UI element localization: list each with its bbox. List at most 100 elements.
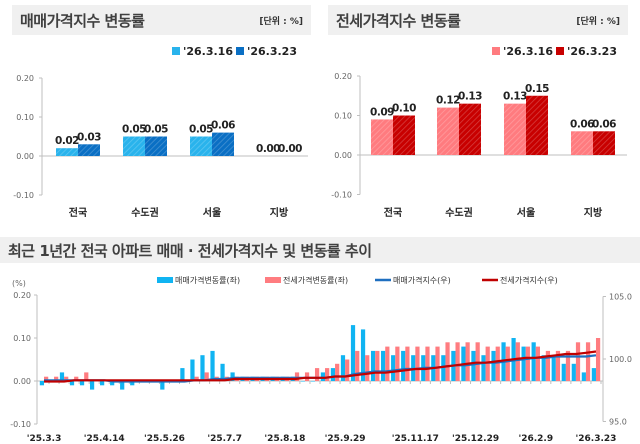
- jeonse-data-label: 0.10: [392, 103, 416, 115]
- trend-legend-label: 전세가격변동률(좌): [283, 275, 348, 285]
- sale-rate-bar: [210, 350, 215, 381]
- sale-rate-bar: [441, 355, 446, 381]
- jeonse-rate-bar: [465, 342, 470, 381]
- sale-rate-bar: [120, 381, 125, 390]
- sale-rate-bar: [340, 355, 346, 381]
- sale-rate-bar: [160, 381, 165, 390]
- x-tick-label: '26.2.9: [518, 434, 553, 444]
- jeonse-bar-hatch: [437, 107, 459, 155]
- jeonse-legend-swatch: [556, 47, 564, 55]
- jeonse-rate-bar: [325, 368, 330, 381]
- sale-category-label: 서울: [203, 206, 221, 219]
- trend-legend-swatch: [265, 277, 281, 283]
- sale-rate-bar: [360, 329, 366, 381]
- jeonse-bar-hatch: [393, 115, 415, 155]
- left-y-tick-label: 0.00: [13, 377, 31, 386]
- jeonse-bar-hatch: [593, 131, 615, 155]
- x-tick-label: '25.8.18: [264, 434, 305, 444]
- trend-legend-label: 매매가격지수(우): [393, 275, 451, 285]
- jeonse-rate-bar: [54, 376, 59, 381]
- sale-data-label: 0.02: [55, 135, 79, 147]
- jeonse-bar-hatch: [571, 131, 593, 155]
- jeonse-data-label: 0.06: [592, 118, 616, 130]
- jeonse-rate-bar: [74, 376, 79, 381]
- sale-data-label: 0.00: [256, 143, 280, 155]
- jeonse-rate-bar: [345, 359, 350, 381]
- jeonse-rate-bar: [495, 346, 500, 381]
- jeonse-bar-hatch: [459, 103, 481, 155]
- jeonse-data-label: 0.15: [525, 83, 549, 95]
- x-tick-label: '25.3.3: [27, 434, 62, 444]
- sale-rate-bar: [561, 363, 566, 381]
- left-y-tick-label: -0.10: [10, 420, 31, 429]
- sale-rate-bar: [491, 350, 496, 381]
- left-y-tick-label: 0.20: [13, 291, 31, 300]
- jeonse-rate-bar: [44, 376, 49, 381]
- jeonse-rate-bar: [204, 372, 209, 381]
- sale-rate-bar: [79, 381, 85, 386]
- sale-panel-titlebar: 매매가격지수 변동률 [단위 : %]: [12, 5, 311, 35]
- sale-category-label: 수도권: [131, 207, 159, 219]
- sale-rate-bar: [230, 372, 235, 381]
- sale-rate-bar: [571, 363, 576, 381]
- x-tick-label: '25.4.14: [84, 434, 125, 444]
- jeonse-bar-hatch: [526, 95, 548, 155]
- jeonse-index-line: [44, 350, 597, 383]
- right-y-tick-label: 95.0: [609, 418, 627, 427]
- left-axis-unit: (%): [12, 279, 26, 288]
- sale-category-label: 전국: [69, 206, 87, 219]
- sale-rate-bar: [220, 363, 225, 381]
- jeonse-y-tick-label: 0.20: [334, 72, 352, 81]
- jeonse-legend-label: '26.3.23: [567, 45, 617, 58]
- sale-legend-label: '26.3.16: [183, 45, 233, 58]
- left-y-tick-label: 0.10: [13, 334, 31, 343]
- sale-panel-unit: [단위 : %]: [259, 17, 303, 27]
- jeonse-legend-label: '26.3.16: [503, 45, 553, 58]
- sale-bar-hatch: [145, 136, 167, 156]
- jeonse-rate-bar: [415, 346, 420, 381]
- right-y-tick-label: 100.0: [609, 355, 632, 364]
- jeonse-rate-bar: [525, 346, 530, 381]
- jeonse-bar-hatch: [371, 119, 393, 155]
- sale-rate-bar: [521, 346, 526, 381]
- jeonse-panel-unit: [단위 : %]: [576, 17, 620, 27]
- sale-rate-bar: [581, 372, 586, 381]
- sale-data-label: 0.03: [77, 131, 101, 143]
- sale-data-label: 0.06: [211, 120, 235, 132]
- x-tick-label: '25.11.17: [392, 434, 439, 444]
- jeonse-rate-bar: [84, 372, 89, 381]
- jeonse-panel-titlebar: 전세가격지수 변동률 [단위 : %]: [328, 5, 628, 35]
- jeonse-y-tick-label: 0.00: [334, 151, 352, 160]
- jeonse-rate-bar: [365, 355, 370, 381]
- trend-legend-label: 전세가격지수(우): [500, 275, 558, 285]
- jeonse-rate-bar: [545, 350, 551, 381]
- jeonse-legend-swatch: [492, 47, 500, 55]
- jeonse-rate-bar: [565, 350, 571, 381]
- sale-rate-bar: [391, 355, 396, 381]
- sale-bar-hatch: [212, 132, 234, 156]
- sale-rate-bar: [370, 350, 376, 381]
- jeonse-rate-bar: [395, 346, 400, 381]
- sale-bar-hatch: [56, 148, 78, 156]
- jeonse-category-label: 서울: [517, 206, 535, 219]
- sale-rate-bar: [180, 368, 185, 381]
- sale-legend-swatch: [172, 47, 180, 55]
- sale-rate-bar: [401, 350, 406, 381]
- x-tick-label: '25.9.29: [325, 434, 366, 444]
- sale-data-label: 0.00: [278, 143, 302, 155]
- jeonse-rate-bar: [425, 346, 430, 381]
- sale-rate-bar: [591, 368, 596, 381]
- jeonse-rate-bar: [575, 342, 581, 381]
- jeonse-rate-bar: [515, 342, 520, 381]
- sale-category-label: 지방: [270, 206, 289, 219]
- jeonse-bar-hatch: [504, 103, 526, 155]
- sale-rate-bar: [89, 381, 95, 390]
- sale-rate-bar: [190, 359, 195, 381]
- jeonse-category-label: 수도권: [445, 207, 473, 219]
- x-tick-label: '26.3.23: [576, 434, 617, 444]
- sale-bar-hatch: [78, 144, 100, 156]
- right-y-tick-label: 105.0: [609, 293, 632, 302]
- sale-bar-hatch: [190, 136, 212, 156]
- sale-rate-bar: [100, 381, 105, 386]
